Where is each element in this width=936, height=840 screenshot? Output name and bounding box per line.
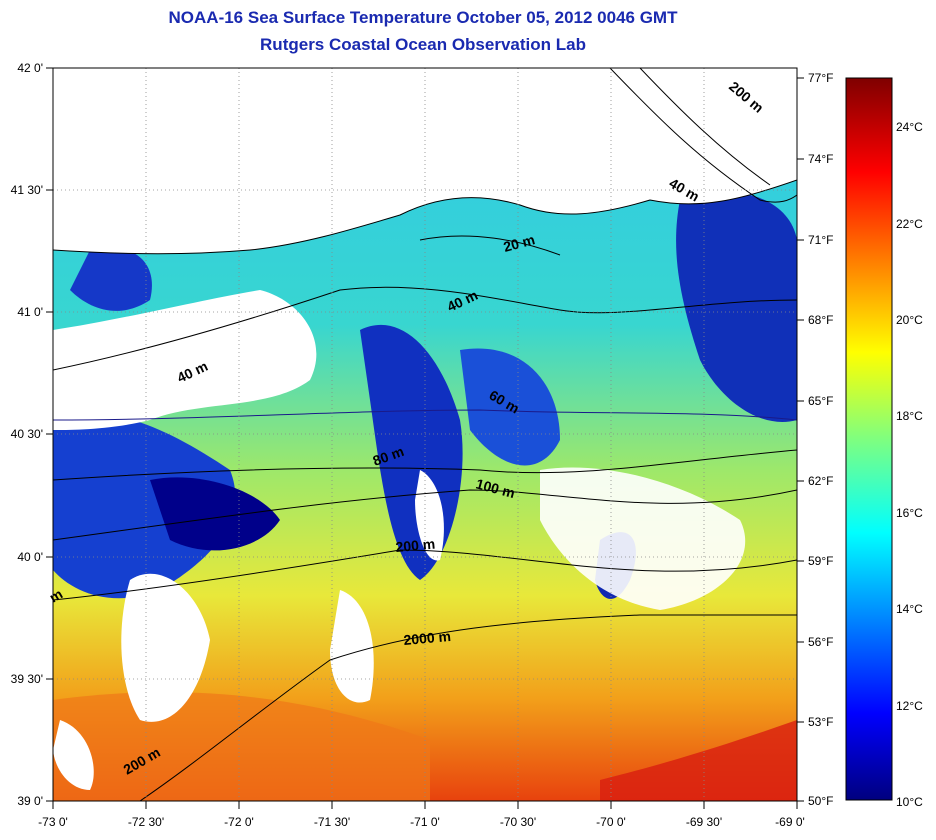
lat-tick: 42 0' [17, 61, 43, 75]
contour-200m [53, 549, 797, 601]
celsius-tick: 16°C [896, 506, 923, 520]
fahrenheit-tick: 74°F [808, 152, 833, 166]
fahrenheit-tick: 62°F [808, 474, 833, 488]
lon-tick: -73 0' [38, 815, 68, 829]
longitude-axis: -73 0' -72 30' -72 0' -71 30' -71 0' -70… [38, 801, 805, 829]
temperature-colorbar: 24°C 22°C 20°C 18°C 16°C 14°C 12°C 10°C [845, 77, 923, 809]
fahrenheit-tick: 65°F [808, 394, 833, 408]
lat-tick: 40 0' [17, 550, 43, 564]
celsius-tick: 10°C [896, 795, 923, 809]
contour-2000m [139, 614, 797, 801]
contour-20m [419, 235, 561, 256]
celsius-tick: 20°C [896, 313, 923, 327]
cloud-mask [53, 720, 94, 790]
fahrenheit-tick: 77°F [808, 71, 833, 85]
lon-tick: -69 0' [775, 815, 805, 829]
cold-water-patch [676, 192, 797, 422]
cold-water-patch [460, 348, 560, 466]
map-subtitle: Rutgers Coastal Ocean Observation Lab [260, 35, 586, 54]
fahrenheit-tick: 71°F [808, 233, 833, 247]
cold-water-patch [53, 413, 236, 599]
colorbar-gradient [845, 77, 893, 801]
contour-100m [53, 489, 797, 541]
celsius-tick: 12°C [896, 699, 923, 713]
contour-80m [53, 449, 797, 481]
lon-tick: -69 30' [686, 815, 722, 829]
sst-map-panel[interactable] [53, 68, 797, 801]
lon-tick: -72 30' [128, 815, 164, 829]
contour-label: 2000 m [403, 628, 452, 648]
fahrenheit-tick: 50°F [808, 794, 833, 808]
contour-label: 20 m [502, 231, 537, 255]
celsius-tick: 18°C [896, 409, 923, 423]
lon-tick: -72 0' [224, 815, 254, 829]
lat-tick: 39 0' [17, 794, 43, 808]
contour-label: 200 m [395, 536, 436, 555]
contour-40m [53, 286, 797, 371]
map-title: NOAA-16 Sea Surface Temperature October … [168, 8, 678, 27]
fahrenheit-tick: 59°F [808, 554, 833, 568]
lat-lon-grid [53, 68, 797, 801]
lat-tick: 41 30' [11, 183, 43, 197]
cloud-mask [53, 290, 317, 430]
bathymetry-contours [53, 68, 797, 801]
lat-tick: 41 0' [17, 305, 43, 319]
coastline [53, 179, 797, 255]
fahrenheit-tick: 53°F [808, 715, 833, 729]
contour-60m [53, 409, 797, 421]
fahrenheit-axis: 77°F 74°F 71°F 68°F 65°F 62°F 59°F 56°F … [797, 71, 833, 808]
lat-tick: 39 30' [11, 672, 43, 686]
fahrenheit-tick: 68°F [808, 313, 833, 327]
lon-tick: -71 0' [410, 815, 440, 829]
cold-water-patch [70, 247, 152, 311]
fahrenheit-tick: 56°F [808, 635, 833, 649]
lat-tick: 40 30' [11, 427, 43, 441]
lon-tick: -71 30' [314, 815, 350, 829]
warm-water-region-east [600, 720, 797, 801]
latitude-axis: 42 0' 41 30' 41 0' 40 30' 40 0' 39 30' 3… [11, 61, 53, 808]
celsius-tick: 22°C [896, 217, 923, 231]
celsius-tick: 24°C [896, 120, 923, 134]
celsius-tick: 14°C [896, 602, 923, 616]
cold-water-patch [150, 477, 280, 551]
contour-north [639, 68, 771, 186]
lon-tick: -70 30' [500, 815, 536, 829]
cloud-mask [330, 590, 374, 703]
lon-tick: -70 0' [596, 815, 626, 829]
contour-200m-north [609, 68, 797, 203]
cloud-mask [121, 573, 210, 722]
